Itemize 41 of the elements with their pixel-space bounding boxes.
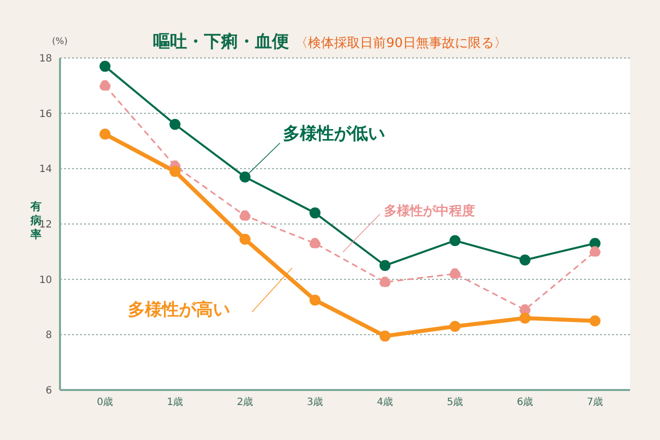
chart-title: 嘔吐・下痢・血便 — [153, 32, 290, 52]
point — [450, 268, 460, 280]
x-tick-label: 3歳 — [306, 396, 324, 408]
text: (%) — [52, 37, 68, 47]
x-tick-label: 2歳 — [236, 396, 254, 408]
y-tick-label: 6 — [46, 386, 52, 397]
point — [170, 166, 180, 177]
point — [450, 320, 460, 332]
point — [100, 80, 110, 92]
x-tick-label: 0歳 — [96, 396, 114, 408]
chart-subtitle: 〈検体採取日前90日無事故に限る〉 — [295, 36, 507, 51]
y-tick-label: 18 — [39, 54, 52, 65]
point — [240, 171, 250, 182]
point — [590, 315, 600, 326]
text: 多様性が高い — [128, 298, 230, 321]
text: 多様性が低い — [283, 122, 385, 145]
y-tick-label: 16 — [39, 108, 52, 120]
point — [380, 276, 390, 288]
point — [310, 238, 320, 249]
y-tick-label: 10 — [39, 274, 52, 286]
point — [520, 312, 530, 324]
x-tick-label: 5歳 — [446, 396, 464, 408]
point — [520, 254, 530, 266]
x-tick-label: 7歳 — [586, 396, 604, 408]
point — [240, 234, 250, 245]
point — [380, 330, 390, 342]
point — [310, 207, 320, 218]
point — [450, 235, 460, 246]
x-tick-label: 1歳 — [166, 396, 184, 408]
y-tick-label: 8 — [46, 330, 52, 342]
x-tick-label: 4歳 — [376, 396, 394, 408]
x-tick-label: 6歳 — [516, 396, 534, 408]
point — [100, 128, 110, 140]
point — [240, 210, 250, 222]
point — [100, 60, 110, 72]
point — [310, 294, 320, 306]
y-tick-label: 14 — [39, 164, 52, 176]
text: 多様性が中程度 — [384, 202, 475, 220]
point — [170, 118, 180, 130]
point — [590, 246, 600, 258]
point — [380, 260, 390, 271]
